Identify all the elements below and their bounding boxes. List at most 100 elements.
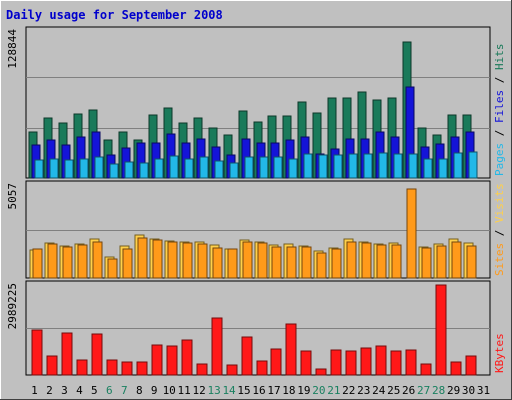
bar-pages-day-21 [333, 154, 343, 179]
bar-sites-day-25 [391, 244, 402, 279]
bar-sites-day-11 [182, 242, 193, 279]
bar-kbytes-day-27 [420, 363, 432, 376]
bar-kbytes-day-29 [450, 361, 462, 376]
x-tick-label-day-7: 7 [121, 384, 128, 397]
x-tick-label-day-24: 24 [372, 384, 386, 397]
bar-sites-day-9 [152, 239, 163, 279]
x-tick-label-day-25: 25 [387, 384, 400, 397]
bar-sites-day-28 [436, 245, 447, 279]
legend-label: Sites / Visits [493, 183, 506, 276]
y-axis-max-label: 128844 [6, 29, 19, 69]
bar-sites-day-27 [421, 247, 432, 279]
bar-kbytes-day-5 [91, 333, 103, 376]
x-tick-label-day-20: 20 [312, 384, 325, 397]
bar-pages-day-2 [49, 158, 59, 179]
bar-kbytes-day-16 [256, 360, 268, 376]
bar-sites-day-17 [271, 246, 282, 279]
bar-pages-day-1 [34, 159, 44, 179]
legend-entry: Hits [493, 44, 506, 71]
bar-sites-day-18 [286, 246, 297, 279]
x-tick-label-day-30: 30 [462, 384, 475, 397]
bar-pages-day-28 [438, 158, 448, 179]
bar-pages-day-17 [273, 156, 283, 179]
bar-pages-day-24 [378, 152, 388, 179]
bar-kbytes-day-9 [151, 344, 163, 376]
bar-sites-day-13 [212, 247, 223, 279]
bar-pages-day-15 [244, 156, 254, 179]
x-tick-label-day-26: 26 [402, 384, 415, 397]
bar-pages-day-7 [124, 161, 134, 179]
bar-pages-day-23 [363, 153, 373, 179]
x-tick-label-day-8: 8 [136, 384, 143, 397]
legend-label: Pages / Files / Hits [493, 44, 506, 177]
legend-entry: / [493, 123, 506, 143]
bar-pages-day-16 [259, 156, 269, 179]
bar-kbytes-day-20 [315, 368, 327, 376]
bar-kbytes-day-30 [465, 355, 477, 376]
bar-pages-day-8 [139, 162, 149, 179]
bar-sites-day-8 [137, 237, 148, 279]
legend-entry: Pages [493, 143, 506, 176]
bar-pages-day-14 [229, 162, 239, 179]
bar-sites-day-10 [167, 241, 178, 279]
bar-sites-day-19 [301, 246, 312, 279]
bar-kbytes-day-1 [31, 329, 43, 376]
bar-kbytes-day-12 [196, 363, 208, 376]
legend-entry: KBytes [493, 333, 506, 373]
bar-pages-day-26 [408, 153, 418, 179]
bar-pages-day-30 [468, 151, 478, 179]
bar-kbytes-day-2 [46, 355, 58, 376]
x-tick-label-day-6: 6 [106, 384, 113, 397]
bar-kbytes-day-3 [61, 332, 73, 376]
bar-sites-day-26 [406, 188, 417, 279]
y-axis-max-label: 5057 [6, 183, 19, 210]
bar-sites-day-3 [62, 246, 73, 279]
bar-kbytes-day-22 [345, 350, 357, 376]
x-tick-label-day-12: 12 [193, 384, 206, 397]
legend-entry: Sites [493, 243, 506, 276]
bar-sites-day-24 [376, 244, 387, 279]
bar-pages-day-5 [94, 156, 104, 179]
panel-hits_files_pages: 128844 Pages / Files / Hits [6, 26, 506, 179]
x-tick-label-day-5: 5 [91, 384, 98, 397]
bar-kbytes-day-4 [76, 359, 88, 376]
x-tick-label-day-31: 31 [477, 384, 490, 397]
bar-pages-day-11 [184, 158, 194, 179]
x-tick-label-day-16: 16 [252, 384, 265, 397]
x-tick-label-day-4: 4 [76, 384, 83, 397]
bar-kbytes-day-6 [106, 359, 118, 376]
bar-kbytes-day-11 [181, 339, 193, 376]
bar-pages-day-3 [64, 159, 74, 179]
bar-kbytes-day-17 [270, 348, 282, 376]
bar-sites-day-16 [257, 242, 268, 279]
x-tick-label-day-22: 22 [342, 384, 355, 397]
bar-pages-day-25 [393, 153, 403, 179]
x-tick-label-day-17: 17 [267, 384, 280, 397]
x-tick-label-day-9: 9 [151, 384, 158, 397]
x-tick-label-day-14: 14 [222, 384, 236, 397]
legend-label: KBytes [493, 333, 506, 373]
bar-kbytes-day-10 [166, 345, 178, 376]
x-tick-label-day-10: 10 [163, 384, 176, 397]
x-tick-label-day-28: 28 [432, 384, 445, 397]
x-tick-label-day-13: 13 [207, 384, 220, 397]
y-axis-max-label: 2989225 [6, 283, 19, 329]
panel-sites_visits: 5057 Sites / Visits [6, 180, 506, 279]
bar-pages-day-20 [318, 154, 328, 179]
legend-entry: Visits [493, 183, 506, 223]
x-tick-label-day-15: 15 [237, 384, 250, 397]
bar-sites-day-15 [242, 241, 253, 279]
bar-sites-day-1 [32, 248, 43, 279]
bar-sites-day-30 [466, 245, 477, 279]
bar-kbytes-day-21 [330, 349, 342, 376]
legend-entry: Files [493, 90, 506, 123]
bar-pages-day-19 [303, 153, 313, 179]
bar-pages-day-18 [288, 158, 298, 179]
x-tick-label-day-11: 11 [178, 384, 191, 397]
bar-sites-day-20 [316, 252, 327, 279]
bar-sites-day-14 [227, 248, 238, 279]
bar-kbytes-day-26 [405, 349, 417, 376]
bar-pages-day-6 [109, 163, 119, 179]
